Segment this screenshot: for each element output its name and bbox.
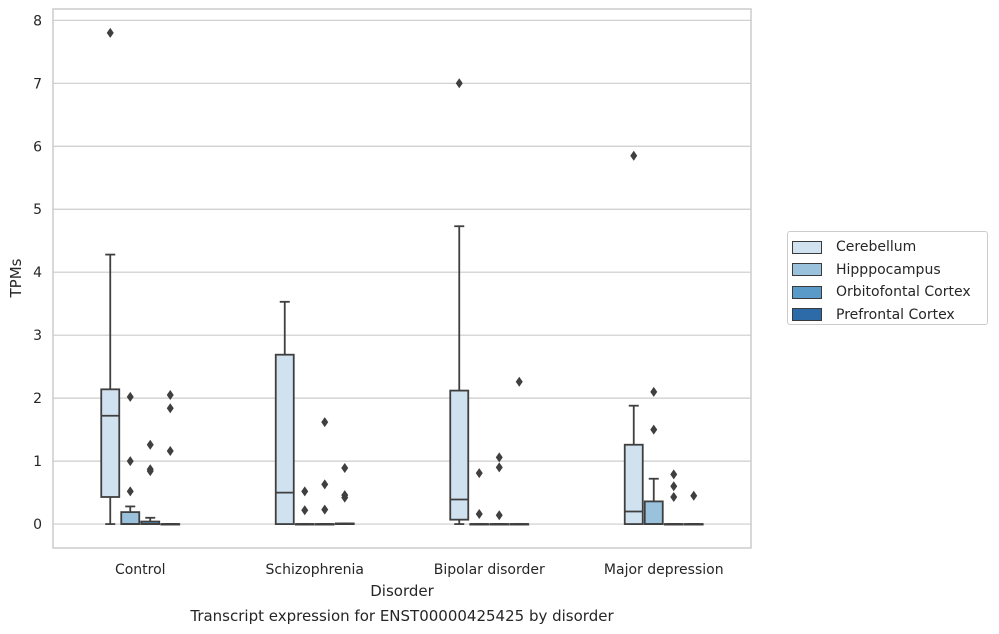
x-tick-labels: Control Schizophrenia Bipolar disorder Majo… — [115, 562, 724, 578]
outlier-point — [166, 389, 174, 400]
box-group — [140, 439, 161, 525]
box — [100, 388, 121, 498]
legend-label: Prefrontal Cortex — [836, 306, 955, 323]
legend-swatch — [792, 308, 822, 322]
legend: Cerebellum Hipppocampus Orbitofontal Corte… — [787, 231, 988, 325]
legend-item: Prefrontal Cortex — [792, 304, 987, 327]
box-group — [663, 469, 684, 526]
outlier-point — [126, 486, 134, 497]
y-tick-labels: 0 1 2 3 4 5 6 7 8 — [33, 13, 42, 533]
y-axis-label: TPMs — [7, 258, 25, 298]
outlier-point — [126, 456, 134, 467]
outlier-point — [321, 417, 329, 428]
outlier-point — [670, 469, 678, 480]
outlier-point — [146, 439, 154, 450]
outlier-point — [670, 481, 678, 492]
box — [120, 511, 141, 525]
chart-caption: Transcript expression for ENST0000042542… — [190, 607, 614, 625]
outlier-point — [126, 391, 134, 402]
boxes — [100, 27, 704, 526]
box — [274, 353, 295, 525]
outlier-point — [495, 452, 503, 463]
x-tick-label: Control — [115, 562, 166, 578]
outlier-point — [321, 504, 329, 515]
legend-item: Hipppocampus — [792, 259, 987, 282]
outlier-point — [146, 466, 154, 477]
outlier-point — [301, 486, 309, 497]
box-group — [623, 150, 644, 525]
outlier-point — [475, 508, 483, 519]
y-tick-label: 3 — [33, 328, 42, 344]
legend-label: Orbitofontal Cortex — [836, 284, 971, 301]
outlier-point — [650, 424, 658, 435]
legend-swatch — [792, 240, 822, 254]
y-tick-label: 1 — [33, 454, 42, 470]
box-group — [489, 452, 510, 526]
outlier-point — [166, 403, 174, 414]
x-tick-label: Bipolar disorder — [434, 562, 545, 578]
y-tick-label: 6 — [33, 139, 42, 155]
x-axis-label: Disorder — [370, 582, 434, 600]
legend-label: Cerebellum — [836, 239, 917, 256]
outlier-point — [321, 479, 329, 490]
box — [623, 443, 644, 525]
box-group — [100, 27, 121, 525]
box-group — [509, 376, 530, 526]
outlier-point — [495, 462, 503, 473]
outlier-point — [341, 463, 349, 474]
legend-swatch — [792, 263, 822, 277]
box-group — [683, 490, 704, 526]
legend-label: Hipppocampus — [836, 261, 941, 278]
outlier-point — [630, 150, 638, 161]
legend-item: Orbitofontal Cortex — [792, 281, 987, 304]
y-tick-label: 2 — [33, 391, 42, 407]
box-group — [469, 468, 490, 526]
plot-frame — [52, 8, 752, 549]
y-tick-label: 0 — [33, 517, 42, 533]
box-group — [274, 300, 295, 525]
outlier-point — [475, 468, 483, 479]
outlier-point — [515, 376, 523, 387]
outlier-point — [455, 78, 463, 89]
y-tick-label: 5 — [33, 202, 42, 218]
outlier-point — [495, 510, 503, 521]
x-tick-label: Major depression — [604, 562, 724, 578]
box-group — [334, 463, 355, 525]
outlier-point — [341, 492, 349, 503]
box-group — [120, 391, 141, 525]
box-group — [449, 78, 470, 525]
y-tick-label: 4 — [33, 265, 42, 281]
box — [643, 500, 664, 525]
outlier-point — [106, 27, 114, 38]
box-group — [643, 386, 664, 525]
y-tick-label: 8 — [33, 13, 42, 29]
x-tick-label: Schizophrenia — [266, 562, 364, 578]
legend-swatch — [792, 285, 822, 299]
outlier-point — [650, 386, 658, 397]
outlier-point — [301, 505, 309, 516]
legend-item: Cerebellum — [792, 236, 987, 259]
box — [449, 389, 470, 521]
grid-lines — [53, 19, 751, 525]
outlier-point — [166, 446, 174, 457]
y-tick-label: 7 — [33, 76, 42, 92]
box-group — [160, 389, 181, 526]
box-group — [294, 486, 315, 526]
box-group — [314, 417, 335, 526]
outlier-point — [690, 490, 698, 501]
outlier-point — [670, 491, 678, 502]
